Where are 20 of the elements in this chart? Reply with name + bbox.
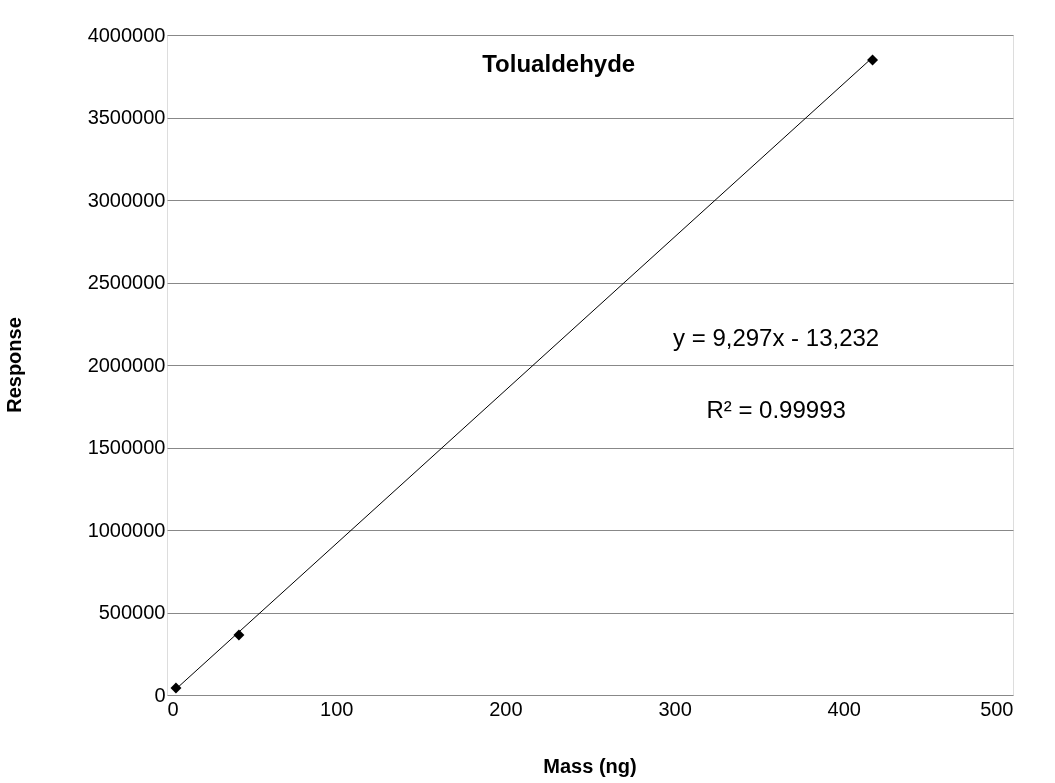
y-tick-label: 2000000: [87, 353, 166, 376]
x-axis-title: Mass (ng): [543, 755, 637, 777]
x-tick-label: 200: [489, 697, 523, 720]
y-tick-label: 500000: [98, 601, 166, 623]
y-tick-label: 1000000: [87, 518, 166, 541]
text: Tolualdehyde: [482, 50, 636, 77]
x-tick-label: 500: [980, 697, 1014, 720]
x-tick-label: 100: [320, 697, 354, 720]
y-tick-label: 2500000: [87, 271, 166, 293]
y-tick-label: 1500000: [87, 436, 166, 458]
annotation: y = 9,297x - 13,232: [673, 323, 880, 351]
x-tick-label: 300: [658, 697, 692, 720]
y-axis-title: Response: [3, 317, 25, 413]
x-tick-label: 400: [827, 697, 861, 720]
y-tick-label: 3500000: [87, 106, 166, 128]
point: [170, 682, 182, 694]
y-tick-label: 3000000: [87, 188, 166, 211]
y-tick-label: 0: [154, 683, 166, 706]
annotation: R² = 0.99993: [706, 396, 846, 424]
y-tick-label: 4000000: [87, 23, 166, 46]
